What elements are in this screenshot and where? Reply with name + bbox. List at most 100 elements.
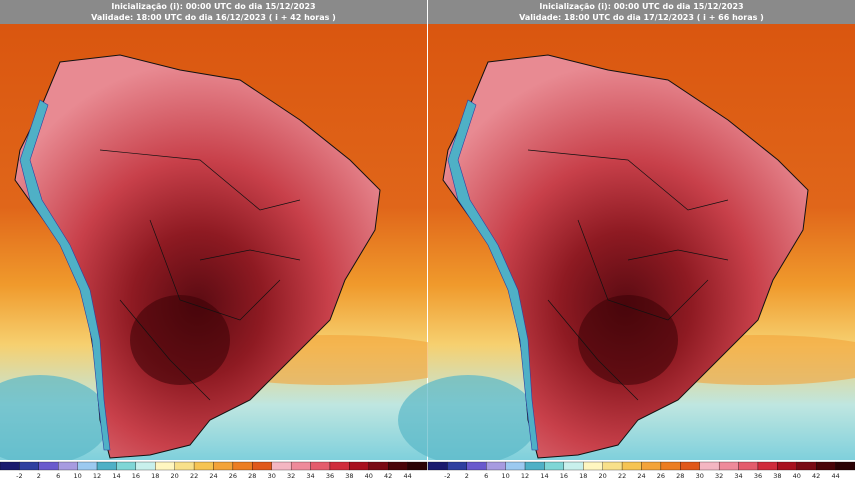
colorbar-label: 42 bbox=[384, 472, 392, 480]
andes bbox=[19, 99, 111, 451]
colorbar-label: 26 bbox=[229, 472, 237, 480]
colorbar-label: 44 bbox=[403, 472, 411, 480]
borders bbox=[527, 149, 729, 401]
colorbar-segment bbox=[329, 461, 350, 471]
colorbar-segment bbox=[155, 461, 175, 471]
colorbar-segment bbox=[583, 461, 603, 471]
colorbar-label: 36 bbox=[326, 472, 334, 480]
colorbar-segment bbox=[349, 461, 369, 471]
colorbar-label: 16 bbox=[132, 472, 140, 480]
colorbar-segment bbox=[505, 461, 526, 471]
colorbar-label: 14 bbox=[112, 472, 120, 480]
borders bbox=[99, 149, 301, 401]
colorbar-label: -2 bbox=[16, 472, 22, 480]
colorbar-segment bbox=[77, 461, 98, 471]
colorbar-segment bbox=[427, 461, 448, 471]
colorbar-label: 18 bbox=[151, 472, 159, 480]
cold-area bbox=[398, 375, 538, 465]
colorbar-label: 6 bbox=[56, 472, 60, 480]
colorbar-segment bbox=[388, 461, 408, 471]
colorbar-segment bbox=[796, 461, 817, 471]
colorbar-segment bbox=[718, 461, 739, 471]
colorbar-segment bbox=[290, 461, 311, 471]
colorbar-label: 32 bbox=[287, 472, 295, 480]
colorbar-label: 18 bbox=[579, 472, 587, 480]
hot-core bbox=[130, 295, 230, 385]
colorbar-segment bbox=[38, 461, 59, 471]
colorbar-segment bbox=[641, 461, 662, 471]
colorbar-segment bbox=[524, 461, 545, 471]
colorbar-label: 20 bbox=[171, 472, 179, 480]
colorbar-segment bbox=[368, 461, 389, 471]
colorbar-label: 6 bbox=[484, 472, 488, 480]
colorbar-segment bbox=[466, 461, 487, 471]
header-init: Inicialização (i): 00:00 UTC do dia 15/1… bbox=[111, 2, 315, 11]
colorbar-segment bbox=[738, 461, 759, 471]
header-valid: Validade: 18:00 UTC do dia 17/12/2023 ( … bbox=[519, 13, 764, 22]
colorbar-label: -2 bbox=[444, 472, 450, 480]
cold-area bbox=[0, 375, 110, 465]
header-init: Inicialização (i): 00:00 UTC do dia 15/1… bbox=[539, 2, 743, 11]
colorbar-label: 2 bbox=[465, 472, 469, 480]
colorbar-segment bbox=[58, 461, 78, 471]
colorbar-label: 24 bbox=[209, 472, 217, 480]
colorbar-label: 12 bbox=[93, 472, 101, 480]
colorbar-segment bbox=[407, 461, 428, 471]
colorbar-label: 38 bbox=[773, 472, 781, 480]
colorbar-label: 20 bbox=[599, 472, 607, 480]
header-bg bbox=[428, 0, 855, 24]
colorbar-segment bbox=[544, 461, 565, 471]
colorbar-label: 38 bbox=[345, 472, 353, 480]
colorbar-segment bbox=[0, 461, 20, 471]
colorbar-label: 28 bbox=[676, 472, 684, 480]
colorbar-segment bbox=[660, 461, 681, 471]
colorbar-label: 34 bbox=[734, 472, 742, 480]
colorbar-segment bbox=[252, 461, 272, 471]
colorbar-segment bbox=[174, 461, 195, 471]
andes bbox=[447, 99, 539, 451]
colorbar-segment bbox=[232, 461, 253, 471]
header-bg bbox=[0, 0, 427, 24]
colorbar-segment bbox=[135, 461, 156, 471]
colorbar-segment bbox=[835, 461, 855, 471]
hot-core bbox=[578, 295, 678, 385]
colorbar-label: 10 bbox=[73, 472, 81, 480]
colorbar-segment bbox=[213, 461, 234, 471]
colorbar-label: 34 bbox=[306, 472, 314, 480]
colorbar-segment bbox=[816, 461, 836, 471]
colorbar-segment bbox=[193, 461, 214, 471]
colorbar-segment bbox=[486, 461, 506, 471]
map-panel: Inicialização (i): 00:00 UTC do dia 15/1… bbox=[0, 0, 470, 480]
colorbar-segment bbox=[116, 461, 137, 471]
colorbar-label: 42 bbox=[812, 472, 820, 480]
colorbar-segment bbox=[757, 461, 778, 471]
colorbar-label: 28 bbox=[248, 472, 256, 480]
colorbar-segment bbox=[699, 461, 720, 471]
colorbar-segment bbox=[19, 461, 39, 471]
colorbar-label: 16 bbox=[560, 472, 568, 480]
colorbar-label: 2 bbox=[37, 472, 41, 480]
colorbar-segment bbox=[680, 461, 700, 471]
colorbar-segment bbox=[602, 461, 623, 471]
colorbar-segment bbox=[563, 461, 584, 471]
colorbar-segment bbox=[271, 461, 292, 471]
colorbar-label: 40 bbox=[365, 472, 373, 480]
colorbar-label: 36 bbox=[754, 472, 762, 480]
colorbar-label: 24 bbox=[637, 472, 645, 480]
colorbar-label: 40 bbox=[793, 472, 801, 480]
colorbar-label: 22 bbox=[618, 472, 626, 480]
colorbar-label: 12 bbox=[521, 472, 529, 480]
colorbar-segment bbox=[621, 461, 642, 471]
colorbar-segment bbox=[310, 461, 331, 471]
colorbar-label: 30 bbox=[696, 472, 704, 480]
colorbar-segment bbox=[777, 461, 797, 471]
colorbar-label: 26 bbox=[657, 472, 665, 480]
header-valid: Validade: 18:00 UTC do dia 16/12/2023 ( … bbox=[91, 13, 336, 22]
colorbar-label: 30 bbox=[268, 472, 276, 480]
colorbar-label: 44 bbox=[831, 472, 839, 480]
colorbar-label: 10 bbox=[501, 472, 509, 480]
colorbar-label: 14 bbox=[540, 472, 548, 480]
colorbar-segment bbox=[447, 461, 467, 471]
